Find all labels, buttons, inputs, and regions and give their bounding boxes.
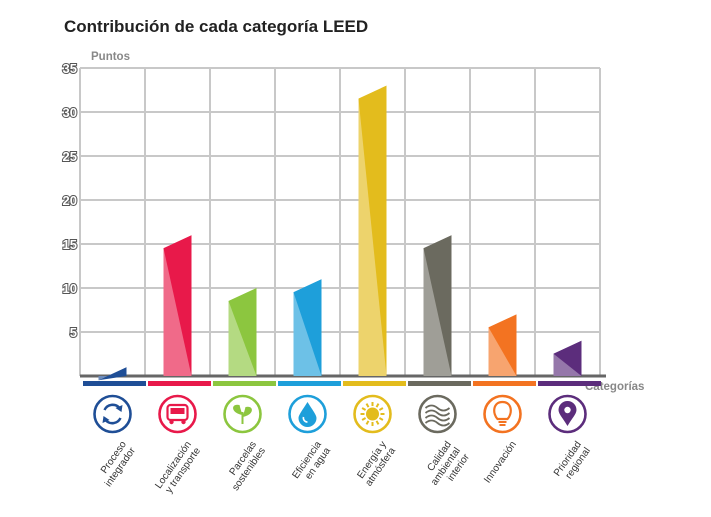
x-category-label-line: Innovación <box>482 439 519 485</box>
y-tick-label: 35 <box>63 61 77 76</box>
bar <box>98 367 127 381</box>
bars <box>98 85 582 381</box>
category-icons <box>93 394 587 434</box>
x-category-label: Localizacióny transporte <box>153 439 203 497</box>
sprout-icon <box>223 394 262 434</box>
bar-face-dark <box>488 314 517 376</box>
y-tick-label: 20 <box>63 193 77 208</box>
bar <box>228 288 257 376</box>
category-color-band <box>213 381 276 386</box>
category-color-strip <box>83 381 601 386</box>
bar-face-dark <box>293 279 322 376</box>
bar-face-dark <box>98 367 127 381</box>
grid <box>79 67 606 378</box>
category-color-band <box>278 381 341 386</box>
bar <box>293 279 322 376</box>
chart-title: Contribución de cada categoría LEED <box>64 17 368 36</box>
category-color-band <box>408 381 471 386</box>
bar <box>488 314 517 376</box>
bar <box>163 235 192 376</box>
x-axis-labels: Procesointegrador Localizacióny transport… <box>94 439 593 497</box>
bar-face-dark <box>228 288 257 376</box>
y-tick-label: 15 <box>63 237 77 252</box>
bar <box>423 235 452 376</box>
bus-icon <box>158 394 197 434</box>
air-flow-icon <box>418 394 457 434</box>
x-category-label: Prioridadregional <box>552 439 593 484</box>
x-category-label: Procesointegrador <box>94 439 138 489</box>
bar-face-dark <box>553 340 582 376</box>
category-color-band <box>538 381 601 386</box>
circular-arrows-icon <box>93 394 132 434</box>
y-tick-label: 5 <box>70 325 77 340</box>
bar <box>358 85 387 376</box>
water-drop-icon <box>288 394 327 434</box>
x-category-label: Innovación <box>482 439 519 485</box>
y-tick-label: 30 <box>63 105 77 120</box>
category-color-band <box>473 381 536 386</box>
bar-face-dark <box>358 85 387 376</box>
category-color-band <box>343 381 406 386</box>
y-tick-label: 10 <box>63 281 77 296</box>
bar <box>553 340 582 376</box>
y-axis-title: Puntos <box>91 51 130 63</box>
x-category-label: Parcelassostenibles <box>221 439 268 493</box>
x-category-label: Energía yatmósfera <box>354 439 398 488</box>
bar-face-dark <box>423 235 452 376</box>
category-color-band <box>83 381 146 386</box>
sun-icon <box>353 394 392 434</box>
y-axis-ticks: 35 30 25 20 15 10 5 <box>62 60 78 341</box>
map-pin-icon <box>548 394 587 434</box>
x-category-label: Eficienciaen agua <box>290 439 333 487</box>
category-color-band <box>148 381 211 386</box>
bar-face-dark <box>163 235 192 376</box>
light-bulb-icon <box>483 394 522 434</box>
x-category-label: Calidadambientalinterior <box>420 439 472 494</box>
y-tick-label: 25 <box>63 149 77 164</box>
